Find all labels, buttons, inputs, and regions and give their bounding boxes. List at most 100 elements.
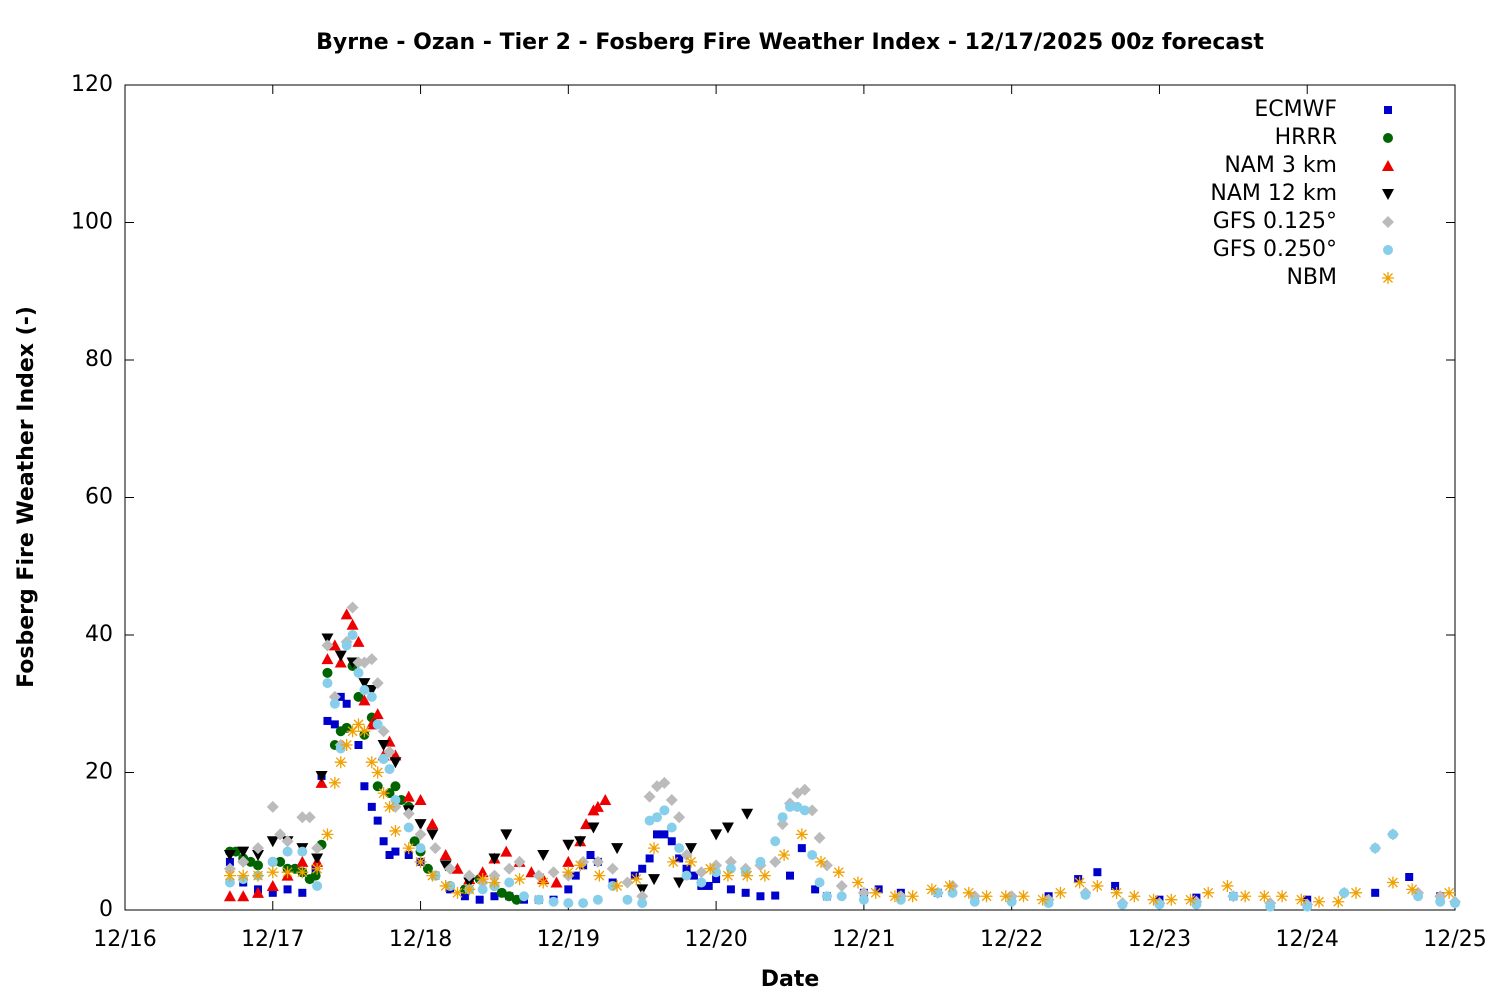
point	[666, 822, 677, 833]
legend-label: NBM	[1286, 265, 1337, 290]
point	[1184, 893, 1197, 906]
point	[574, 859, 587, 872]
x-tick-label: 12/21	[832, 927, 895, 952]
point	[365, 653, 378, 666]
legend-marker	[1384, 106, 1392, 114]
point	[591, 855, 604, 868]
point	[311, 853, 324, 865]
y-tick-label: 0	[99, 897, 113, 922]
point	[366, 691, 377, 702]
legend-label: NAM 12 km	[1210, 181, 1337, 206]
point	[704, 881, 713, 890]
legend-label: GFS 0.250°	[1213, 237, 1337, 262]
point	[371, 708, 384, 720]
legend-marker	[1383, 245, 1393, 255]
point	[503, 862, 516, 875]
point	[622, 894, 633, 905]
point	[274, 828, 287, 841]
point	[281, 866, 294, 879]
point	[1386, 876, 1399, 889]
point	[281, 835, 294, 848]
point	[402, 807, 415, 820]
point	[638, 864, 647, 873]
point	[519, 891, 529, 902]
point	[925, 883, 938, 896]
point	[414, 819, 427, 831]
point	[347, 630, 358, 640]
point	[334, 756, 347, 769]
point	[223, 869, 236, 882]
point	[253, 860, 263, 871]
point	[786, 871, 794, 880]
point	[315, 770, 328, 782]
legend-label: HRRR	[1275, 125, 1337, 150]
point	[562, 866, 575, 879]
y-tick-label: 100	[71, 210, 113, 235]
point	[1443, 886, 1456, 899]
point	[658, 776, 671, 789]
point	[322, 667, 333, 678]
point	[476, 873, 489, 886]
point	[378, 753, 389, 764]
point	[476, 866, 489, 878]
point	[580, 818, 593, 830]
point	[297, 846, 308, 857]
point	[237, 890, 250, 902]
point	[673, 811, 686, 824]
point	[591, 800, 604, 812]
point	[341, 640, 352, 651]
point	[564, 885, 573, 894]
point	[367, 802, 376, 811]
point	[593, 869, 606, 882]
point	[659, 805, 670, 816]
point	[648, 874, 661, 886]
y-tick-label: 120	[71, 72, 113, 97]
point	[1036, 893, 1049, 906]
point	[1165, 893, 1178, 906]
point	[611, 879, 624, 892]
point	[330, 720, 339, 729]
point	[1370, 843, 1381, 854]
point	[799, 805, 810, 816]
point	[439, 879, 452, 892]
point	[643, 790, 656, 803]
point	[674, 843, 685, 854]
point	[962, 886, 975, 899]
point	[969, 896, 980, 907]
point	[267, 856, 278, 867]
point	[334, 650, 347, 662]
point	[684, 843, 697, 855]
point	[353, 667, 364, 678]
point	[741, 869, 754, 882]
point	[769, 855, 782, 868]
point	[943, 879, 956, 892]
legend-label: NAM 3 km	[1224, 153, 1337, 178]
point	[606, 862, 619, 875]
point	[342, 699, 351, 708]
point	[328, 776, 341, 789]
legend-marker	[1382, 216, 1394, 228]
point	[346, 618, 359, 630]
point	[1017, 890, 1030, 903]
point	[888, 890, 901, 903]
point	[1371, 888, 1380, 897]
x-tick-label: 12/25	[1423, 927, 1486, 952]
point	[680, 849, 693, 861]
point	[1110, 886, 1123, 899]
point	[1147, 893, 1160, 906]
point	[373, 816, 382, 825]
legend-marker	[1382, 160, 1394, 171]
point	[223, 890, 236, 902]
point	[390, 781, 401, 792]
point	[675, 854, 684, 863]
x-tick-label: 12/20	[684, 927, 747, 952]
point	[354, 741, 363, 749]
point	[477, 884, 488, 895]
point	[358, 678, 371, 690]
point	[1450, 898, 1460, 909]
point	[1295, 893, 1308, 906]
point	[1221, 879, 1234, 892]
point	[463, 877, 476, 889]
point	[513, 855, 526, 868]
